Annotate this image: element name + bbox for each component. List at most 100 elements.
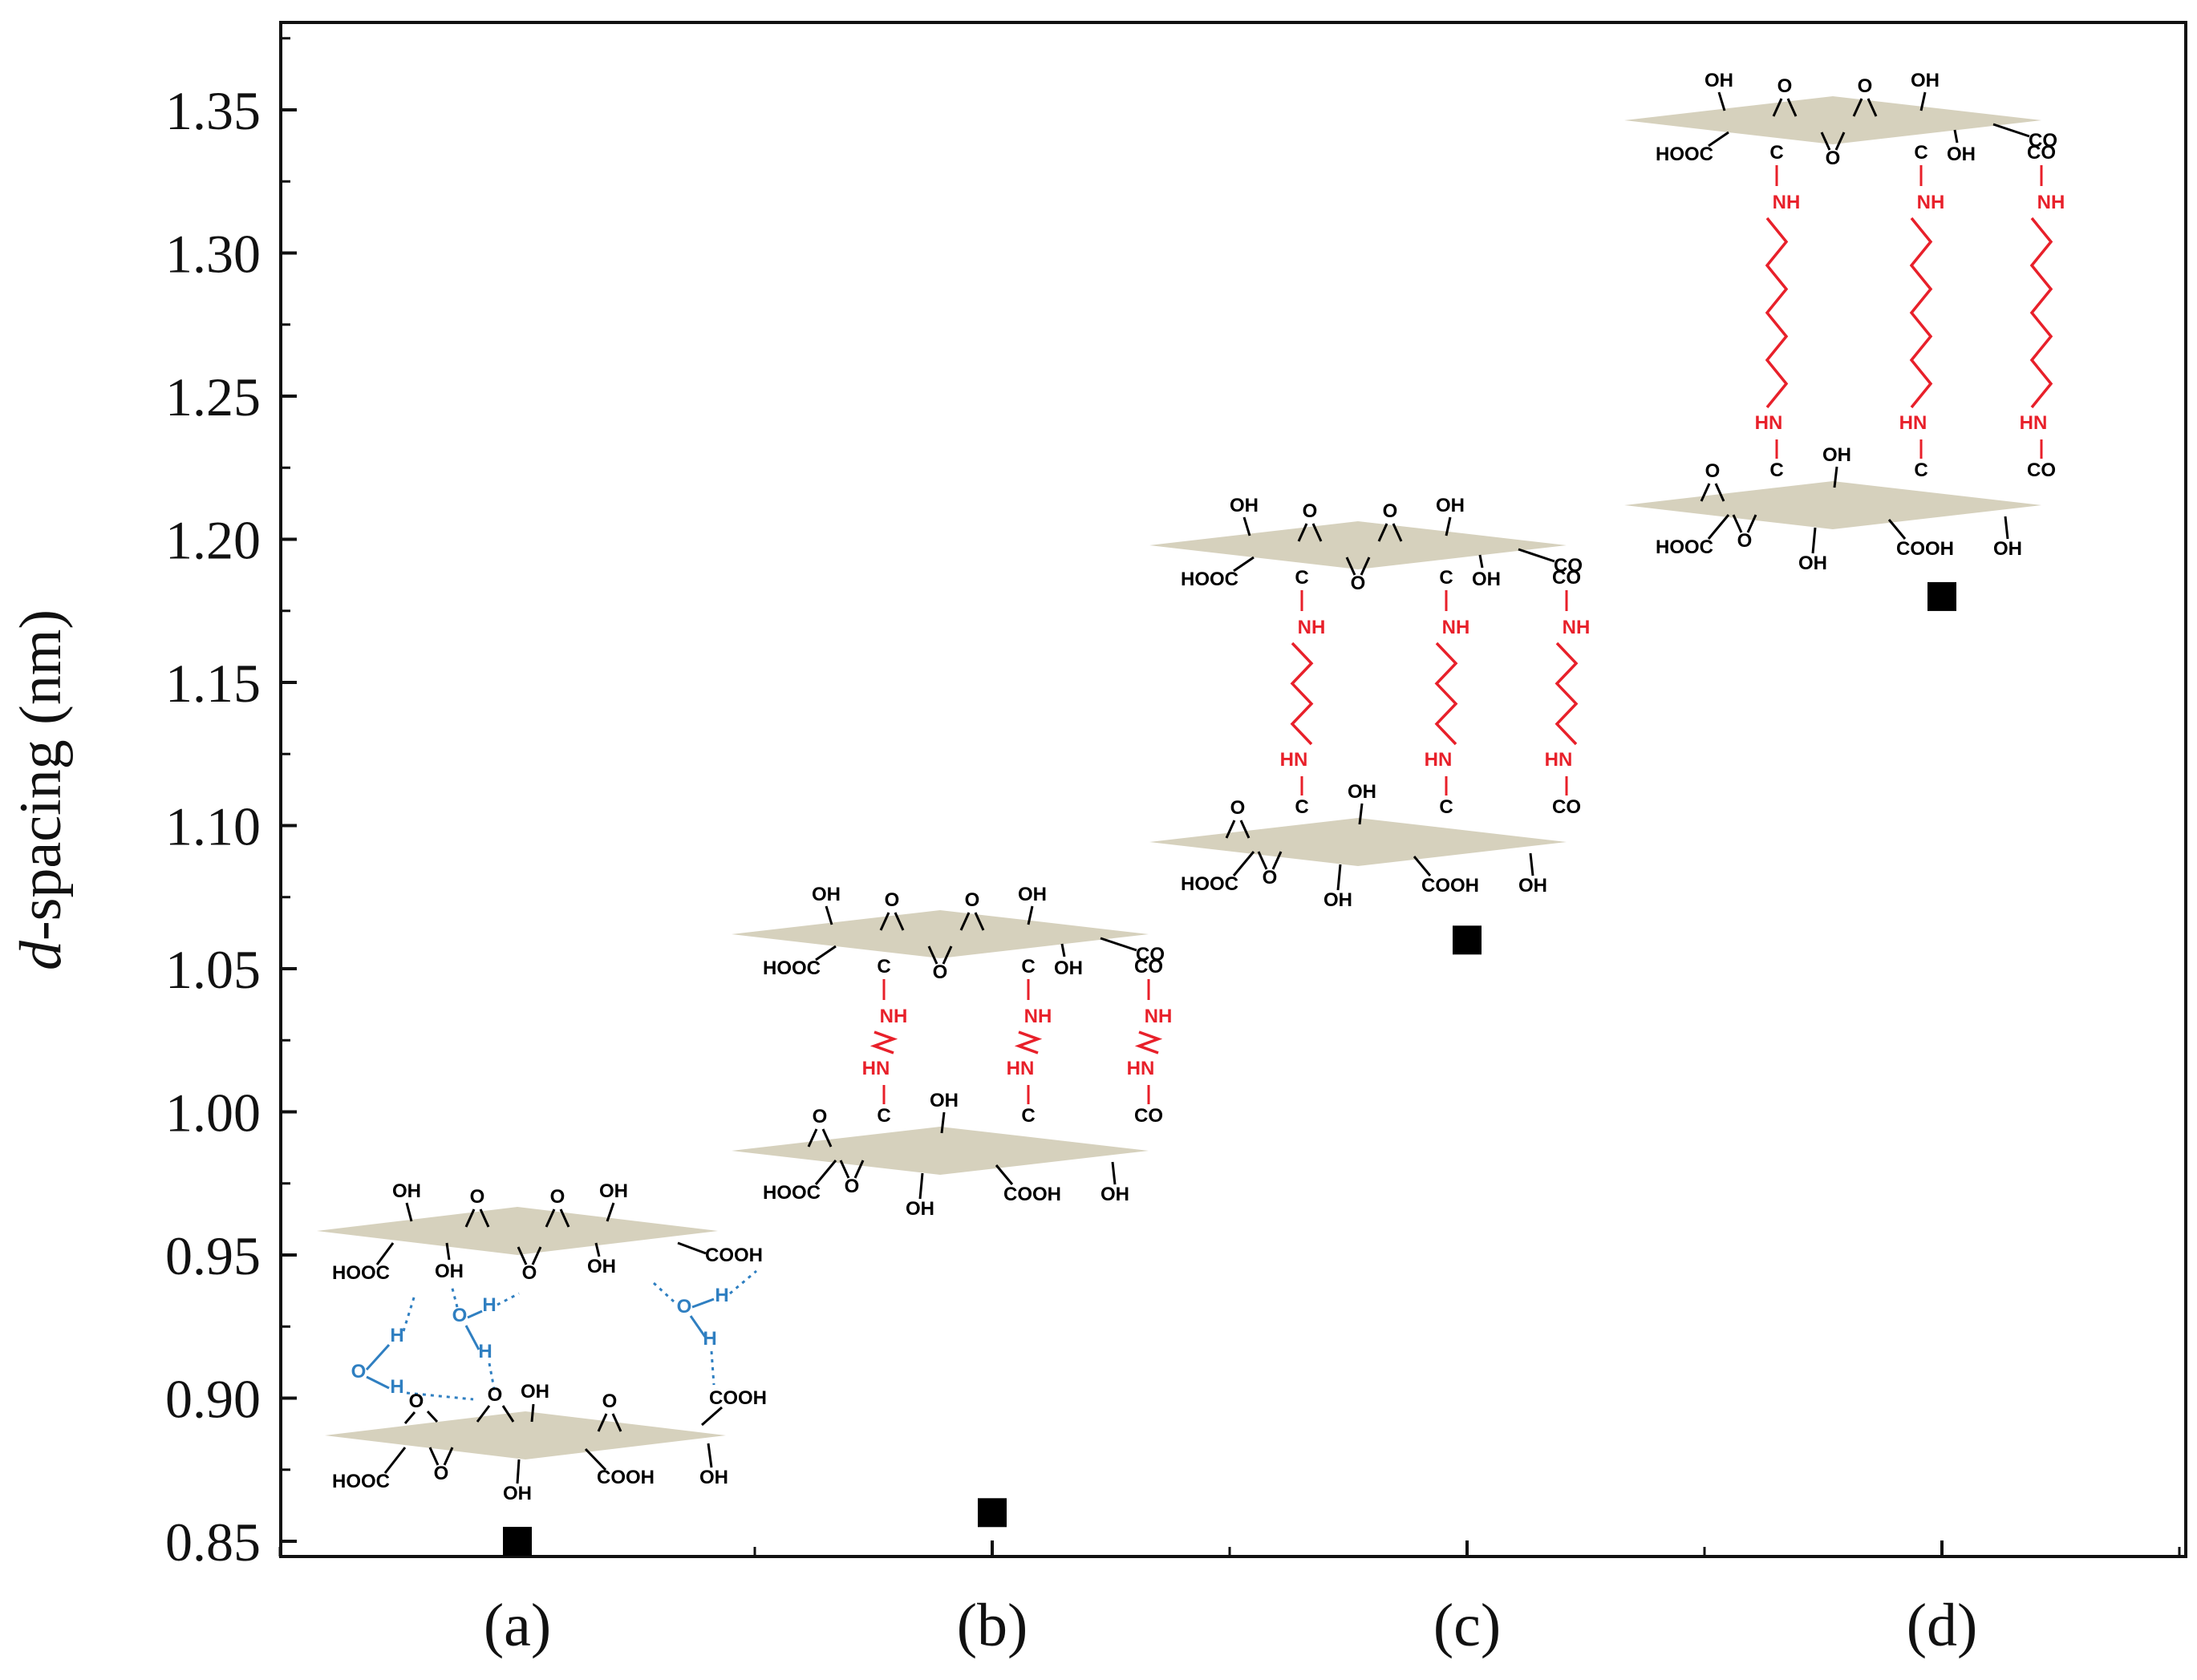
y-tick-label: 1.10 xyxy=(165,796,261,857)
bond xyxy=(1445,516,1452,536)
water-bond xyxy=(467,1310,483,1319)
epoxy-bond xyxy=(1345,557,1356,576)
water-hydrogen: H xyxy=(703,1328,716,1350)
amine-label: NH xyxy=(1563,617,1591,638)
chem-label: C xyxy=(1769,459,1783,481)
diamine-linker xyxy=(1909,217,1933,409)
bond xyxy=(1027,905,1034,925)
y-tick-label: 1.05 xyxy=(165,939,261,1000)
water-hydrogen: H xyxy=(715,1285,728,1306)
amine-label: HN xyxy=(1007,1058,1035,1079)
bond xyxy=(825,905,833,925)
bond xyxy=(1518,548,1555,563)
epoxy-label: O xyxy=(845,1176,860,1197)
graphene-sheet xyxy=(317,1207,718,1255)
bond xyxy=(1717,91,1726,111)
epoxy-bond xyxy=(1271,851,1283,870)
epoxy-bond xyxy=(839,1160,850,1179)
amine-label: NH xyxy=(2037,192,2065,213)
epoxy-bond xyxy=(821,1128,833,1148)
bond xyxy=(1833,466,1838,488)
epoxy-bond xyxy=(879,912,890,931)
amine-label: NH xyxy=(1917,192,1945,213)
chem-label: OH xyxy=(1348,781,1376,803)
bond xyxy=(940,1111,946,1134)
chem-label: C xyxy=(1295,796,1308,818)
chem-label: OH xyxy=(1101,1184,1129,1205)
amine-label: HN xyxy=(1755,412,1783,434)
epoxy-bond xyxy=(517,1246,528,1265)
chem-label: COOH xyxy=(1003,1184,1061,1205)
chem-label: C xyxy=(1021,956,1035,978)
chem-label: OH xyxy=(1472,569,1501,590)
epoxy-label: O xyxy=(550,1186,565,1208)
chem-label: CO xyxy=(1552,567,1581,589)
chem-label: CO xyxy=(1552,796,1581,818)
epoxy-label: O xyxy=(1737,530,1753,552)
chem-label: C xyxy=(1021,1105,1035,1127)
amine-label: NH xyxy=(1024,1006,1052,1027)
graphene-sheet xyxy=(732,1127,1149,1175)
chem-label: OH xyxy=(1993,538,2022,560)
chem-label: OH xyxy=(1947,144,1976,165)
bond xyxy=(594,1242,601,1257)
bond xyxy=(1232,851,1255,876)
bond xyxy=(1811,527,1817,554)
chem-label: OH xyxy=(392,1180,421,1202)
chem-label: C xyxy=(1439,567,1453,589)
hydrogen-bond xyxy=(710,1350,715,1386)
epoxy-bond xyxy=(1772,98,1783,117)
diamine-linker xyxy=(1765,217,1789,409)
bond xyxy=(707,1443,713,1468)
bond xyxy=(1336,864,1342,891)
x-tick-label: (a) xyxy=(484,1592,551,1659)
bond xyxy=(814,1160,837,1185)
epoxy-bond xyxy=(853,1160,865,1179)
chem-label: OH xyxy=(503,1483,532,1504)
chem-label: OH xyxy=(1798,553,1827,574)
epoxy-bond xyxy=(1311,523,1323,542)
schematic-c: OH O O OH O HOOC OH CO O OH HOOC O OH COOH OH C NH HN C C NH… xyxy=(1149,495,1590,911)
chem-label: CO xyxy=(1554,555,1583,577)
chem-label: O xyxy=(409,1391,424,1412)
chem-label: OH xyxy=(587,1256,616,1277)
y-tick-label: 1.15 xyxy=(165,653,261,714)
water-oxygen: O xyxy=(452,1305,468,1326)
epoxy-bond xyxy=(1360,557,1371,576)
epoxy-label: O xyxy=(1777,75,1793,97)
water-hydrogen: H xyxy=(390,1376,403,1398)
bond xyxy=(530,1403,535,1423)
bond xyxy=(606,1202,615,1222)
epoxy-label: O xyxy=(1303,500,1318,522)
chem-label: HOOC xyxy=(332,1471,390,1492)
chem-label: OH xyxy=(1704,70,1733,91)
chem-label: OH xyxy=(1230,495,1259,516)
epoxy-bond xyxy=(1239,820,1251,839)
water-bond xyxy=(365,1343,391,1371)
bond xyxy=(476,1405,491,1423)
chem-label: OH xyxy=(906,1198,934,1220)
epoxy-label: O xyxy=(1826,148,1841,169)
epoxy-label: O xyxy=(602,1391,618,1412)
hydrogen-bond xyxy=(488,1362,497,1394)
chem-label: HOOC xyxy=(763,1182,821,1204)
epoxy-label: O xyxy=(1351,573,1366,594)
epoxy-bond xyxy=(927,945,938,965)
y-axis-label: d-spacing (nm) xyxy=(8,609,74,970)
epoxy-bond xyxy=(1746,514,1757,533)
hydrogen-bond xyxy=(402,1294,416,1332)
bond xyxy=(1478,554,1484,569)
epoxy-bond xyxy=(1834,132,1846,151)
bond xyxy=(815,945,837,961)
epoxy-bond xyxy=(807,1128,818,1148)
bond xyxy=(403,1411,416,1424)
chem-label: CO xyxy=(2027,459,2056,481)
bond xyxy=(516,1459,521,1484)
epoxy-bond xyxy=(1257,851,1268,870)
data-point-b xyxy=(978,1498,1007,1528)
epoxy-bond xyxy=(531,1246,542,1265)
epoxy-bond xyxy=(1377,523,1388,542)
chem-label: HOOC xyxy=(763,957,821,979)
